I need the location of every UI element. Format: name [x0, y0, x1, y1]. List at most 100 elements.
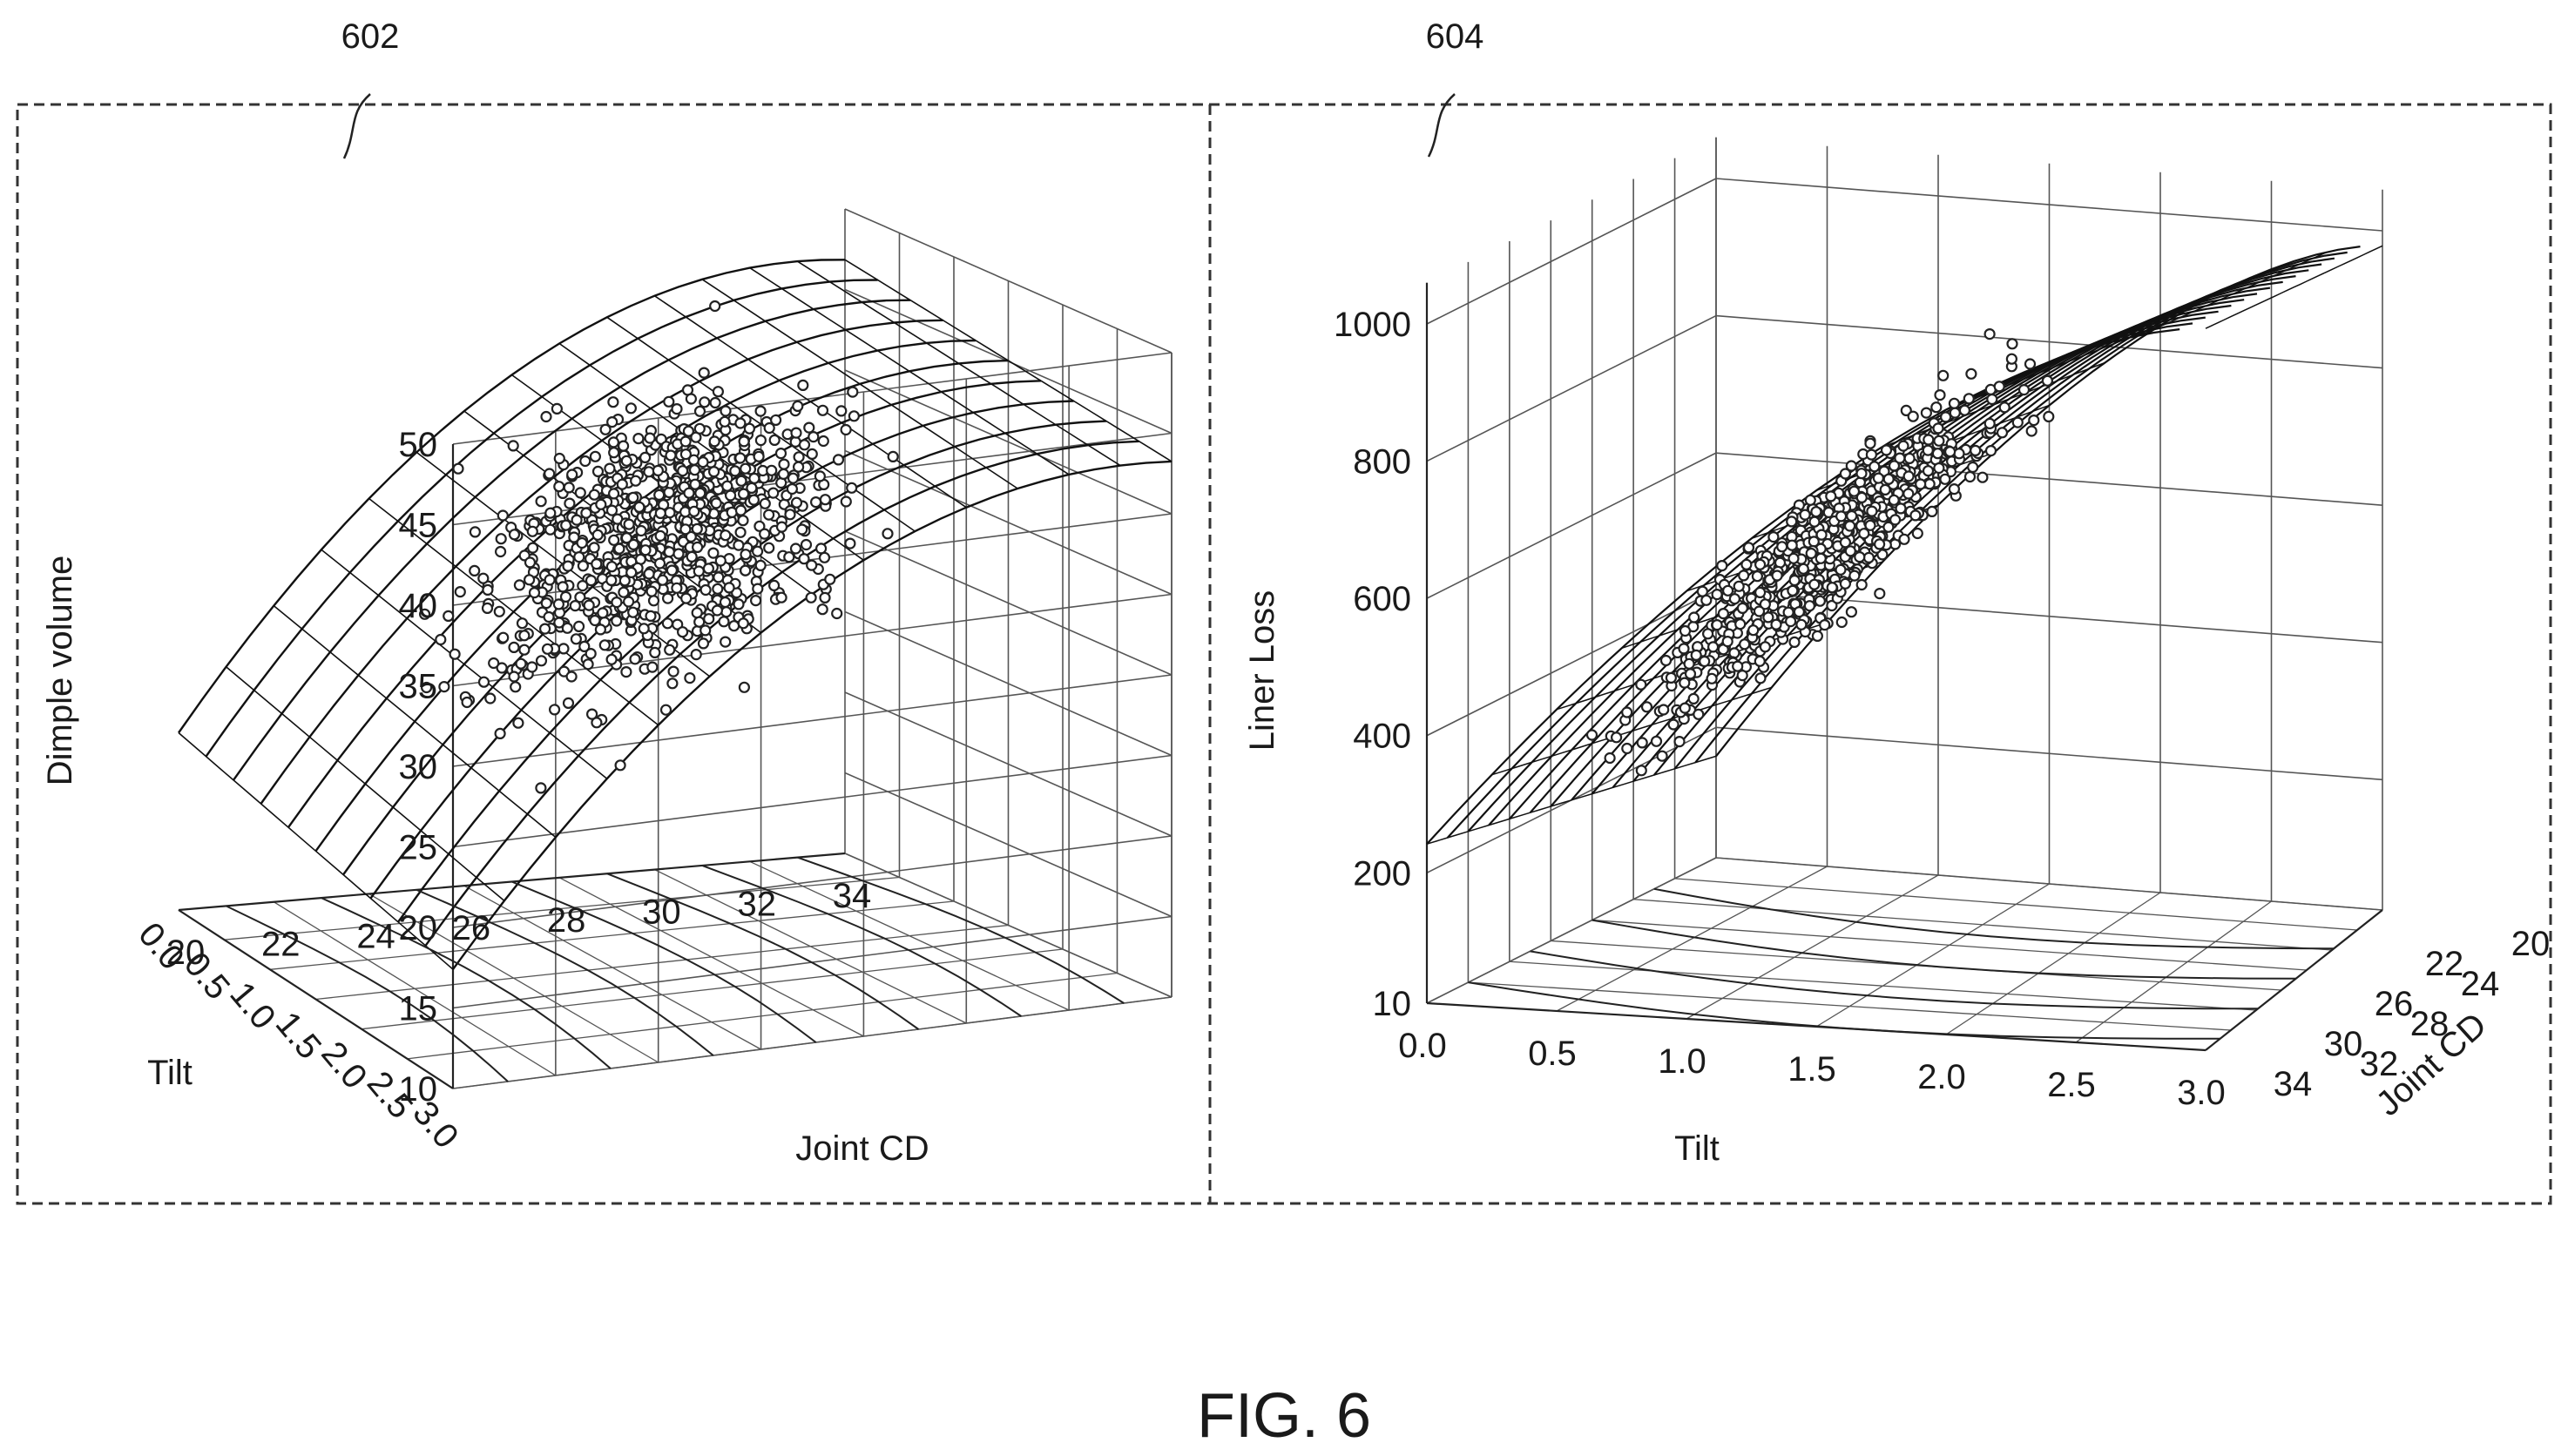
y-axis-line	[2205, 909, 2383, 1051]
data-point	[1673, 735, 1686, 748]
data-point	[1854, 550, 1866, 563]
grid-line	[1686, 874, 1939, 1020]
data-point	[497, 509, 509, 522]
data-point	[697, 637, 710, 650]
data-point	[495, 533, 507, 545]
floor-contour	[321, 897, 612, 1069]
data-point	[654, 529, 666, 543]
data-point	[1940, 411, 1952, 423]
surface-line	[368, 497, 659, 726]
z-tick-label: 15	[399, 990, 438, 1028]
surface-line	[2205, 245, 2383, 329]
data-point	[573, 550, 585, 563]
data-point	[1700, 594, 1713, 606]
data-point	[848, 410, 861, 422]
joint-cd-tick-label: 30	[2324, 1025, 2363, 1063]
data-point	[759, 528, 771, 540]
data-point	[1803, 600, 1815, 612]
z-tick-label: 25	[399, 829, 438, 867]
data-point	[743, 422, 756, 435]
data-point	[1732, 660, 1744, 672]
data-point	[709, 300, 721, 313]
data-point	[582, 658, 594, 671]
data-point	[543, 610, 555, 624]
data-point	[1915, 478, 1927, 490]
data-point	[699, 396, 711, 408]
surface-line	[1673, 257, 2335, 770]
data-point	[1797, 563, 1809, 575]
z-tick-label: 50	[399, 426, 438, 464]
data-point	[618, 575, 631, 587]
z-tick-label: 800	[1353, 443, 1411, 482]
data-point	[1635, 765, 1647, 777]
data-point	[1869, 461, 1881, 473]
data-point	[1880, 444, 1893, 456]
data-point	[510, 681, 522, 693]
surface-line	[226, 666, 505, 902]
data-point	[1923, 478, 1936, 490]
data-point	[1897, 440, 1909, 452]
data-point	[449, 648, 461, 660]
data-point	[493, 605, 505, 617]
data-point	[1996, 427, 2009, 439]
grid-line	[452, 996, 1172, 1089]
data-point	[719, 596, 732, 609]
data-point	[526, 661, 538, 673]
data-point	[435, 633, 447, 646]
surface-line	[2140, 251, 2328, 336]
data-point	[540, 597, 552, 610]
grid-line	[1468, 981, 2232, 1031]
joint-cd-tick-label: 22	[261, 926, 301, 964]
data-point	[1786, 516, 1798, 528]
data-point	[1716, 559, 1728, 572]
data-point	[508, 529, 521, 541]
data-point	[494, 545, 507, 558]
data-point	[561, 622, 573, 634]
data-point	[508, 671, 520, 683]
data-point	[740, 564, 752, 576]
data-point	[606, 416, 618, 428]
data-point	[1983, 328, 1996, 340]
data-point	[645, 610, 657, 623]
left-xlabel: Joint CD	[795, 1129, 929, 1168]
data-point	[607, 436, 620, 448]
grid-line	[1509, 961, 2257, 1011]
data-point	[690, 648, 702, 661]
joint-cd-tick-label: 24	[356, 917, 395, 955]
data-point	[627, 538, 639, 551]
right-zlabel: Liner Loss	[1243, 590, 1281, 752]
data-point	[454, 585, 466, 598]
data-point	[769, 414, 782, 426]
data-point	[699, 624, 712, 637]
data-point	[787, 472, 800, 484]
data-point	[1747, 624, 1760, 637]
data-point	[1932, 422, 1944, 435]
data-point	[1684, 668, 1697, 680]
data-point	[693, 405, 706, 417]
data-point	[583, 599, 595, 611]
surface-line	[1653, 263, 2322, 776]
data-point	[797, 379, 809, 391]
data-point	[1787, 584, 1799, 597]
data-point	[790, 427, 802, 439]
data-point	[616, 478, 628, 490]
chart-liner-loss: 1000 800 600 400 200 10 0.0 0.5 1.0 1.5 2.0 2.5 3.0…	[1243, 137, 2550, 1168]
floor-contour	[606, 873, 920, 1030]
data-point	[691, 541, 704, 554]
data-point	[1826, 599, 1838, 612]
data-point	[469, 526, 482, 538]
data-point	[1902, 488, 1915, 500]
data-point	[1767, 530, 1780, 543]
data-point	[1949, 407, 1961, 419]
data-point	[553, 481, 565, 493]
data-point	[1998, 401, 2010, 414]
data-point	[1814, 595, 1826, 607]
data-point	[481, 602, 494, 615]
data-point	[654, 507, 666, 520]
data-point	[720, 529, 732, 542]
data-point	[1814, 552, 1827, 564]
data-point	[2028, 415, 2040, 427]
data-point	[686, 550, 698, 563]
data-point	[585, 574, 598, 587]
data-point	[497, 631, 510, 644]
